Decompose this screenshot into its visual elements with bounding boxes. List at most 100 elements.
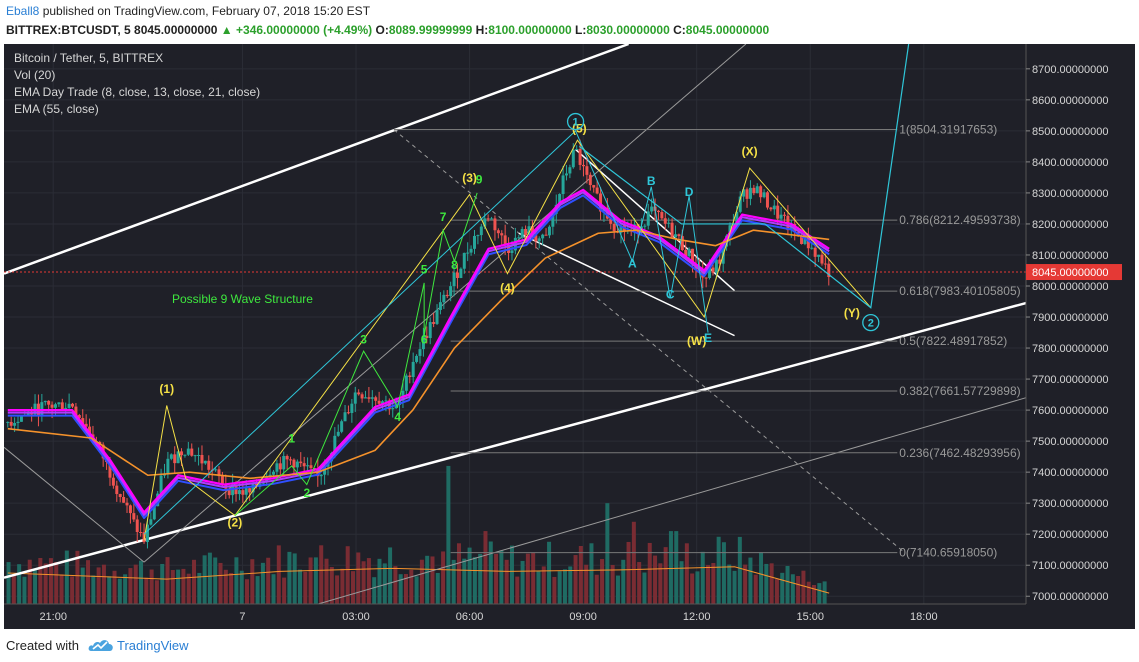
volume-bar: [345, 546, 350, 604]
candle-body: [197, 454, 201, 456]
candle-body: [810, 247, 814, 249]
wave-label: 8: [451, 258, 458, 272]
time-tick-label: 21:00: [39, 611, 67, 623]
tradingview-logo-icon[interactable]: [88, 636, 114, 654]
volume-bar: [759, 552, 764, 604]
volume-bar: [478, 553, 483, 604]
candle-body: [772, 205, 776, 210]
candle-body: [186, 448, 190, 455]
candle-body: [6, 421, 10, 423]
volume-bar: [647, 542, 652, 604]
volume-bar: [695, 571, 700, 604]
candle-body: [783, 214, 787, 216]
candle-body: [643, 225, 647, 227]
candle-body: [190, 448, 194, 456]
volume-bar: [743, 564, 748, 604]
volume-bar: [684, 543, 689, 604]
volume-bar: [547, 541, 552, 604]
volume-bar: [207, 552, 212, 604]
ohlc-open-value: 8089.99999999: [388, 23, 473, 37]
candle-body: [735, 211, 739, 225]
candle-body: [748, 187, 752, 199]
wave-label: D: [685, 185, 694, 199]
volume-bar: [308, 557, 313, 604]
candle-body: [374, 397, 378, 401]
price-tick-label: 7100.00000000: [1032, 560, 1108, 572]
wave-label: 5: [421, 263, 428, 277]
price-tick-label: 8500.00000000: [1032, 126, 1108, 138]
candle-body: [309, 465, 313, 469]
candle-body: [292, 459, 296, 468]
legend-item-ema-55[interactable]: EMA (55, close): [14, 102, 99, 116]
parallel-line-upper: [143, 43, 747, 563]
volume-bar: [594, 574, 599, 604]
chart-panel[interactable]: 1(8504.31917653) 0.786(8212.49593738) 0.61…: [3, 42, 1135, 629]
candle-body: [166, 458, 170, 475]
candle-body: [483, 218, 487, 227]
candle-body: [173, 454, 177, 464]
volume-bar: [112, 570, 117, 604]
volume-bar: [642, 572, 647, 604]
candle-body: [145, 524, 149, 543]
ohlc-low-label: L:: [575, 23, 587, 37]
time-tick-label: 06:00: [456, 611, 484, 623]
volume-bar: [806, 581, 811, 604]
candle-body: [343, 412, 347, 422]
volume-bar: [366, 558, 371, 604]
candle-body: [135, 519, 139, 533]
candle-body: [19, 416, 23, 422]
wave-label: 6: [421, 332, 428, 346]
candle-body: [152, 506, 156, 520]
wave-label: 2: [303, 486, 310, 500]
legend-item-ema-day-trade[interactable]: EMA Day Trade (8, close, 13, close, 21, …: [14, 85, 261, 99]
fib-label-0-382: 0.382(7661.57729898): [899, 384, 1020, 398]
candle-body: [142, 532, 146, 543]
candle-body: [558, 194, 562, 205]
volume-bar: [451, 559, 456, 604]
legend-item-vol[interactable]: Vol (20): [14, 68, 56, 82]
candle-body: [500, 233, 504, 236]
candle-body: [415, 355, 419, 362]
volume-bar: [509, 545, 514, 604]
volume-bar: [621, 559, 626, 604]
candle-body: [108, 462, 112, 478]
tradingview-brand[interactable]: TradingView: [117, 638, 189, 653]
candle-body: [779, 214, 783, 219]
candle-body: [159, 475, 163, 494]
candle-body: [306, 465, 310, 467]
candle-body: [350, 403, 354, 413]
candle-body: [43, 400, 47, 403]
candle-body: [214, 469, 218, 471]
price-chart[interactable]: 1(8504.31917653) 0.786(8212.49593738) 0.61…: [3, 42, 1135, 629]
candle-body: [551, 213, 555, 227]
volume-bar: [441, 551, 446, 604]
volume-bar: [774, 579, 779, 604]
volume-bar: [462, 558, 467, 604]
volume-bar: [27, 559, 32, 604]
candle-body: [336, 431, 340, 436]
candle-body: [404, 375, 408, 391]
volume-bar: [372, 577, 377, 604]
volume-bar: [467, 547, 472, 604]
wave-label: 1: [288, 432, 295, 446]
candle-body: [432, 322, 436, 324]
volume-bar: [531, 552, 536, 604]
candle-body: [449, 286, 453, 297]
author-name[interactable]: Eball8: [6, 4, 40, 18]
candle-body: [755, 186, 759, 194]
candle-body: [670, 222, 674, 238]
volume-bar: [234, 557, 239, 604]
candle-body: [203, 460, 207, 464]
time-tick-label: 18:00: [910, 611, 938, 623]
volume-bar: [361, 561, 366, 604]
candle-body: [742, 189, 746, 197]
candle-body: [289, 459, 293, 461]
volume-bar: [11, 575, 16, 604]
ema-lines: [7, 188, 830, 520]
ohlc-high-label: H:: [475, 23, 489, 37]
volume-bar: [70, 576, 75, 604]
candle-body: [442, 294, 446, 303]
candle-body: [656, 210, 660, 213]
price-tick-label: 8700.00000000: [1032, 64, 1108, 76]
channel-lower-line: [3, 301, 1027, 579]
